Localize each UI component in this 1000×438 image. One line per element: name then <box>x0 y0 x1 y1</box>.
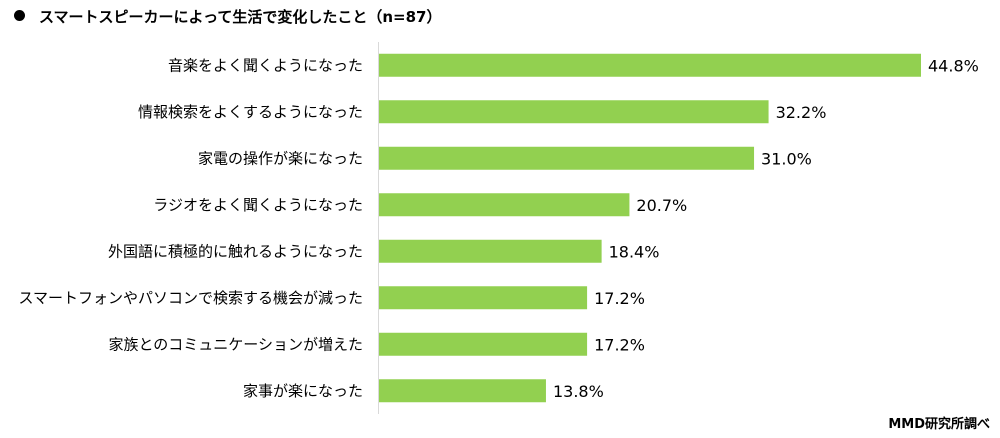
bullet-icon <box>14 10 25 21</box>
source-credit: MMD研究所調べ <box>888 417 990 432</box>
category-label: 音楽をよく聞くようになった <box>168 56 363 74</box>
value-label: 17.2% <box>594 335 645 354</box>
bar <box>379 332 588 356</box>
bar <box>379 379 546 403</box>
value-label: 31.0% <box>761 149 812 168</box>
category-label: スマートフォンやパソコンで検索する機会が減った <box>18 289 363 307</box>
value-label: 32.2% <box>776 103 827 122</box>
category-label: ラジオをよく聞くようになった <box>153 196 363 214</box>
category-label: 家電の操作が楽になった <box>198 149 363 167</box>
chart-title: スマートスピーカーによって生活で変化したこと（n=87） <box>14 6 441 27</box>
category-label: 情報検索をよくするようになった <box>138 103 363 121</box>
bar <box>379 286 588 310</box>
chart-title-text: スマートスピーカーによって生活で変化したこと（n=87） <box>39 8 442 26</box>
bar <box>379 53 921 77</box>
bar <box>379 193 630 217</box>
bar <box>379 146 755 170</box>
value-label: 13.8% <box>553 382 604 401</box>
category-label: 家族とのコミュニケーションが増えた <box>108 335 363 353</box>
category-label: 家事が楽になった <box>243 382 363 400</box>
value-label: 44.8% <box>928 56 979 75</box>
bar <box>379 239 602 263</box>
value-label: 18.4% <box>609 242 660 261</box>
bar <box>379 100 769 124</box>
value-label: 17.2% <box>594 289 645 308</box>
value-label: 20.7% <box>636 196 687 215</box>
category-label: 外国語に積極的に触れるようになった <box>108 242 363 260</box>
